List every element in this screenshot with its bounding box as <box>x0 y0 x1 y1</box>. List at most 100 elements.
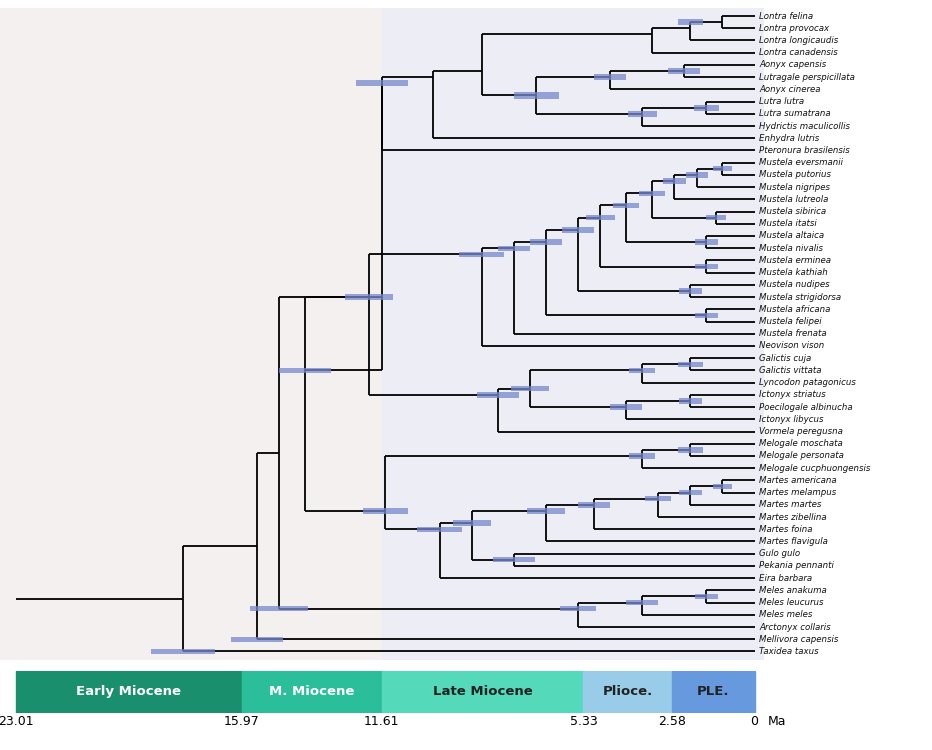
Text: Ma: Ma <box>767 715 786 728</box>
Bar <box>695 239 718 244</box>
Text: Lontra canadensis: Lontra canadensis <box>760 48 838 57</box>
Text: Martes zibellina: Martes zibellina <box>760 512 827 521</box>
Bar <box>628 111 657 117</box>
Text: Galictis cuja: Galictis cuja <box>760 354 812 363</box>
Text: Mustela frenata: Mustela frenata <box>760 329 827 338</box>
Bar <box>626 600 658 605</box>
Bar <box>706 215 726 220</box>
Bar <box>678 19 704 26</box>
Text: Lutra lutra: Lutra lutra <box>760 97 804 106</box>
Bar <box>251 606 308 611</box>
Bar <box>151 649 215 654</box>
Text: Late Miocene: Late Miocene <box>432 686 532 698</box>
Bar <box>511 386 549 392</box>
Text: Mustela erminea: Mustela erminea <box>760 256 831 265</box>
Bar <box>594 74 626 80</box>
Text: Mustela africana: Mustela africana <box>760 304 830 313</box>
Text: Lontra felina: Lontra felina <box>760 11 814 20</box>
Text: Ictonyx striatus: Ictonyx striatus <box>760 390 826 399</box>
Text: Poecilogale albinucha: Poecilogale albinucha <box>760 403 853 412</box>
Bar <box>646 496 671 502</box>
Text: Meles leucurus: Meles leucurus <box>760 598 824 607</box>
Bar <box>514 92 558 98</box>
Text: Galictis vittata: Galictis vittata <box>760 366 822 375</box>
Text: PLE.: PLE. <box>697 686 730 698</box>
Bar <box>713 166 733 172</box>
Text: Mustela kathiah: Mustela kathiah <box>760 268 829 278</box>
Text: Neovison vison: Neovison vison <box>760 341 825 350</box>
Text: Plioce.: Plioce. <box>602 686 652 698</box>
Text: Gulo gulo: Gulo gulo <box>760 549 801 558</box>
Bar <box>363 509 408 514</box>
Bar <box>610 404 642 410</box>
Text: Martes martes: Martes martes <box>760 500 822 509</box>
Text: Lyncodon patagonicus: Lyncodon patagonicus <box>760 378 857 387</box>
Bar <box>493 557 535 562</box>
Bar <box>231 637 282 642</box>
Text: Meles anakuma: Meles anakuma <box>760 586 828 595</box>
Text: Eira barbara: Eira barbara <box>760 574 813 583</box>
Text: Mustela altaica: Mustela altaica <box>760 232 825 241</box>
Text: Enhydra lutris: Enhydra lutris <box>760 134 819 142</box>
Bar <box>695 313 718 318</box>
Bar <box>560 606 596 611</box>
Text: Taxidea taxus: Taxidea taxus <box>760 647 819 656</box>
Text: Mustela eversmanii: Mustela eversmanii <box>760 158 843 167</box>
Bar <box>477 392 518 398</box>
Text: 0: 0 <box>750 715 759 728</box>
Bar <box>241 671 382 712</box>
Bar <box>639 190 665 196</box>
Text: Arctonyx collaris: Arctonyx collaris <box>760 622 831 632</box>
Text: Martes flavigula: Martes flavigula <box>760 537 829 546</box>
Bar <box>678 362 704 367</box>
Text: Lutra sumatrana: Lutra sumatrana <box>760 110 831 118</box>
Bar <box>713 484 733 489</box>
Bar <box>679 288 702 294</box>
Bar <box>663 178 686 184</box>
Text: Melogale moschata: Melogale moschata <box>760 440 843 448</box>
Text: Hydrictis maculicollis: Hydrictis maculicollis <box>760 122 850 130</box>
Bar <box>583 671 672 712</box>
Bar <box>678 447 704 452</box>
Bar <box>562 227 594 232</box>
Bar <box>629 368 655 373</box>
Text: Pteronura brasilensis: Pteronura brasilensis <box>760 146 850 155</box>
Text: Ictonyx libycus: Ictonyx libycus <box>760 415 824 424</box>
Text: Lontra provocax: Lontra provocax <box>760 24 829 33</box>
Bar <box>693 105 720 111</box>
Text: 23.01: 23.01 <box>0 715 34 728</box>
Text: M. Miocene: M. Miocene <box>269 686 354 698</box>
Bar <box>280 368 331 373</box>
Bar <box>529 239 562 244</box>
Text: Lutragale perspicillata: Lutragale perspicillata <box>760 73 856 82</box>
Bar <box>613 202 639 208</box>
Bar <box>356 80 408 86</box>
Bar <box>586 215 615 220</box>
Text: Melogale cucphuongensis: Melogale cucphuongensis <box>760 464 870 472</box>
Text: Martes melampus: Martes melampus <box>760 488 837 497</box>
Bar <box>629 453 655 459</box>
Bar <box>418 526 462 532</box>
Bar <box>578 503 610 508</box>
Bar <box>453 520 491 526</box>
Text: Mustela itatsi: Mustela itatsi <box>760 219 817 228</box>
Text: Vormela peregusna: Vormela peregusna <box>760 427 843 436</box>
Text: Martes foina: Martes foina <box>760 525 813 534</box>
Bar <box>16 671 241 712</box>
Bar <box>672 671 755 712</box>
Text: Lontra longicaudis: Lontra longicaudis <box>760 36 839 45</box>
Text: Mustela strigidorsa: Mustela strigidorsa <box>760 292 842 302</box>
Text: Mustela nigripes: Mustela nigripes <box>760 182 830 191</box>
Text: Mustela sibirica: Mustela sibirica <box>760 207 827 216</box>
Bar <box>679 490 702 495</box>
Text: Early Miocene: Early Miocene <box>76 686 181 698</box>
Text: Aonyx cinerea: Aonyx cinerea <box>760 85 821 94</box>
Bar <box>459 252 504 257</box>
Bar <box>679 398 702 404</box>
Text: Aonyx capensis: Aonyx capensis <box>760 61 827 70</box>
Bar <box>527 509 565 514</box>
Bar <box>498 245 529 251</box>
Text: 15.97: 15.97 <box>224 715 260 728</box>
Bar <box>345 295 393 300</box>
Text: Martes americana: Martes americana <box>760 476 837 485</box>
